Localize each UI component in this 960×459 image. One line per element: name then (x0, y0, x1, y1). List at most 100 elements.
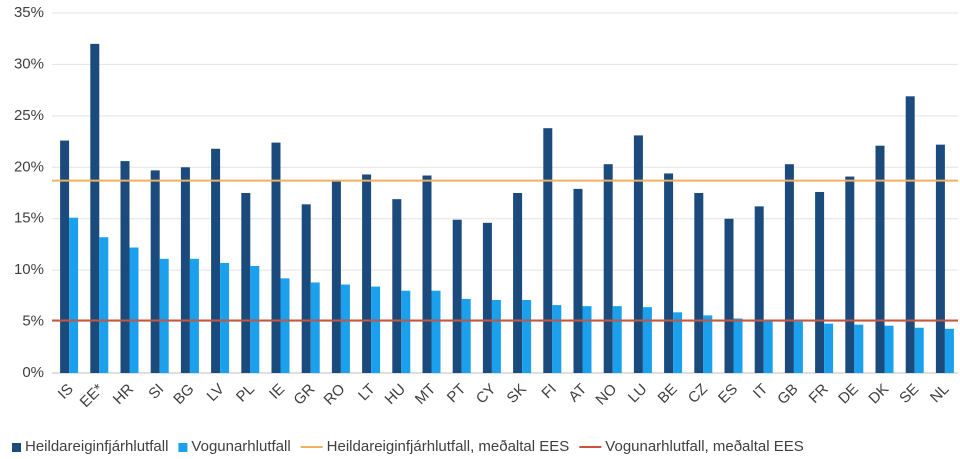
bar (733, 318, 743, 373)
bar (793, 321, 803, 373)
bar (603, 164, 613, 373)
bar (703, 315, 713, 373)
bar (845, 176, 855, 373)
y-tick-label: 35% (14, 4, 44, 21)
x-tick-label: SK (504, 381, 530, 407)
bar (371, 286, 381, 373)
bar (491, 299, 501, 373)
bar (211, 148, 221, 373)
bar (422, 175, 432, 373)
x-tick-label: CY (473, 381, 500, 408)
x-tick-label: BE (655, 381, 681, 407)
bar (935, 144, 945, 373)
bar (99, 237, 109, 373)
legend-swatch (12, 443, 21, 452)
bar (914, 327, 924, 373)
x-tick-label: NO (592, 381, 620, 409)
legend-label: Heildareiginfjárhlutfall, meðaltal EES (327, 438, 570, 455)
y-tick-label: 0% (22, 364, 44, 381)
bar (250, 266, 260, 373)
x-tick-label: FI (538, 381, 559, 402)
x-tick-label: LU (625, 381, 651, 407)
bar (280, 278, 290, 373)
bar (754, 206, 764, 373)
legend-label: Heildareiginfjárhlutfall (25, 438, 168, 455)
bar (189, 258, 199, 373)
bar (331, 180, 341, 373)
y-tick-label: 15% (14, 210, 44, 227)
bar (340, 284, 350, 373)
bar (159, 258, 169, 373)
x-tick-label: GR (290, 380, 318, 408)
legend-label: Vogunarhlutfall, meðaltal EES (605, 438, 803, 455)
bar (633, 135, 643, 373)
bar (522, 299, 532, 373)
bar (220, 262, 230, 373)
x-tick-label: EE* (77, 381, 107, 411)
x-tick-label: IS (55, 381, 77, 403)
bar (90, 43, 100, 373)
bar (482, 222, 492, 373)
y-tick-label: 10% (14, 261, 44, 278)
bar (120, 161, 130, 373)
x-tick-label: PT (444, 381, 470, 407)
bar (552, 305, 562, 373)
bar (310, 282, 320, 373)
bar (461, 298, 471, 373)
bar (724, 218, 734, 373)
bar (431, 290, 441, 373)
bar (824, 323, 834, 373)
x-tick-label: HU (382, 381, 409, 408)
x-tick-label: PL (233, 381, 258, 406)
bar (664, 173, 674, 373)
bar (673, 312, 683, 373)
bar (180, 167, 190, 373)
bar (271, 142, 281, 373)
x-tick-label: NL (927, 381, 953, 407)
bar (452, 219, 462, 373)
x-tick-label: FR (806, 380, 832, 406)
bar (815, 191, 825, 373)
bar (543, 128, 553, 373)
legend-swatch (178, 443, 188, 452)
bar (763, 320, 773, 373)
bar (392, 199, 402, 373)
x-tick-label: DE (835, 381, 862, 408)
x-tick-label: BG (170, 381, 197, 408)
y-tick-label: 20% (14, 158, 44, 175)
x-tick-label: ES (715, 381, 741, 407)
bar (884, 325, 894, 373)
x-tick-label: DK (865, 381, 892, 408)
bar (582, 306, 592, 373)
bar (905, 96, 915, 374)
bar (129, 247, 139, 373)
bar (854, 324, 864, 373)
x-tick-label: SE (896, 381, 922, 407)
x-tick-label: RO (321, 381, 349, 409)
x-tick-label: IE (266, 381, 288, 403)
bar (875, 145, 885, 373)
bar (642, 307, 652, 373)
bar (362, 174, 372, 373)
y-tick-label: 5% (22, 313, 44, 330)
x-tick-label: IT (750, 381, 771, 402)
bar (69, 217, 79, 373)
bar (150, 170, 160, 373)
x-tick-label: CZ (685, 381, 711, 407)
bar (944, 328, 954, 373)
x-tick-label: LT (355, 381, 379, 405)
x-tick-label: MT (412, 381, 439, 408)
x-tick-label: HR (110, 381, 137, 408)
bar (401, 290, 411, 373)
legend-label: Vogunarhlutfall (191, 438, 290, 455)
bar (573, 188, 583, 373)
bar (612, 306, 622, 373)
bar (784, 164, 794, 373)
x-tick-label: LV (204, 381, 228, 405)
bar (241, 193, 251, 373)
x-tick-label: GB (774, 381, 801, 408)
x-tick-label: AT (565, 381, 590, 406)
bar (694, 193, 704, 373)
bar (301, 204, 311, 373)
